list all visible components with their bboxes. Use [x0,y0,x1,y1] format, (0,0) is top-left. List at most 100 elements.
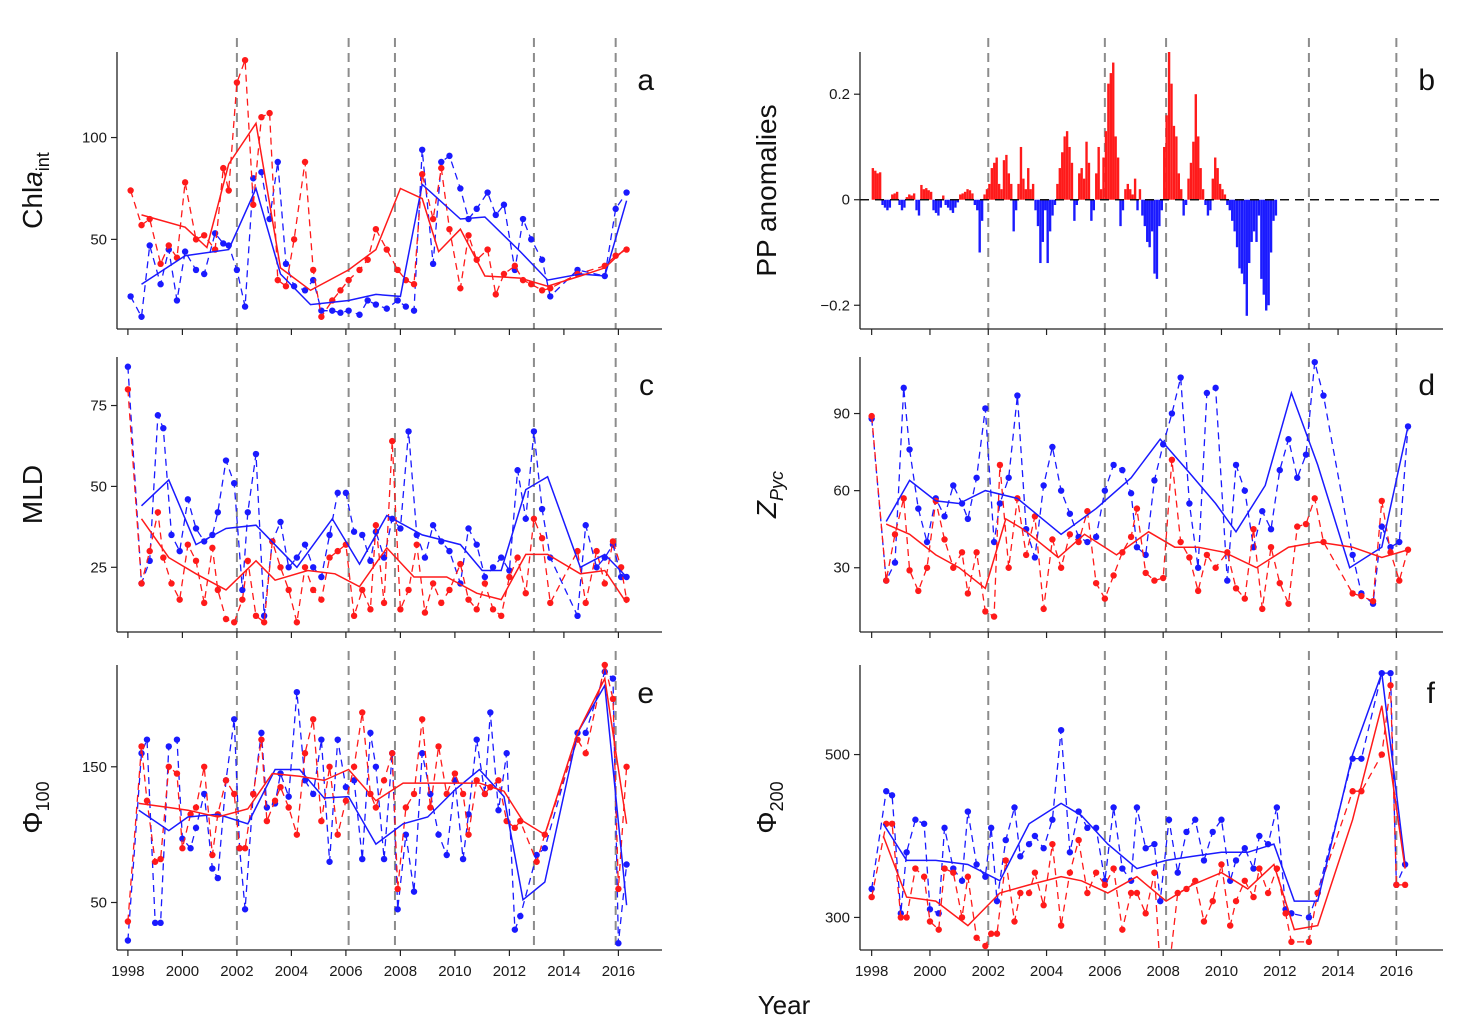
point-f-0-56 [1358,755,1365,762]
point-c-0-53 [574,612,581,620]
bar-b-39 [966,189,969,200]
point-c-1-47 [506,573,513,581]
point-a-1-43 [511,262,519,270]
point-f-0-46 [1241,845,1248,852]
bar-b-147 [1228,199,1231,211]
point-d-0-8 [941,513,948,520]
x-tick-label-e-1: 2000 [166,963,199,980]
bar-b-116 [1153,199,1156,274]
point-d-1-2 [891,531,899,538]
x-tick-label-e-6: 2010 [438,963,471,980]
point-e-0-3 [151,919,159,927]
bar-b-40 [968,190,972,200]
point-d-0-22 [1057,487,1065,494]
y-axis-label-c: MLD [17,465,48,524]
bar-b-134 [1197,136,1200,200]
point-a-1-15 [258,113,265,121]
bar-b-23 [927,190,930,200]
bar-b-41 [971,193,974,200]
bar-b-12 [900,199,904,211]
x-tick-label-e-0: 1998 [111,963,144,980]
point-f-1-15 [987,930,995,937]
point-a-0-47 [547,293,554,300]
point-a-1-32 [410,280,418,288]
point-e-0-18 [258,729,265,737]
point-a-0-44 [519,215,527,223]
point-c-1-40 [446,586,453,594]
point-c-0-16 [252,450,260,458]
bar-b-160 [1260,199,1263,279]
bar-b-98 [1109,73,1113,200]
bar-b-76 [1056,183,1059,200]
point-d-1-46 [1267,543,1275,551]
bar-b-152 [1240,199,1244,274]
point-e-0-26 [318,736,325,743]
point-d-0-5 [915,505,922,512]
point-c-1-20 [285,586,292,594]
bar-b-38 [963,191,967,200]
point-c-1-57 [609,538,617,545]
point-e-1-26 [318,817,325,825]
point-a-0-19 [290,283,298,290]
point-e-0-59 [615,940,622,947]
bar-b-156 [1250,199,1253,242]
point-d-1-14 [990,613,998,620]
point-d-1-55 [1369,597,1377,605]
point-c-1-19 [277,564,284,571]
y-axis-label-f: Φ200 [751,781,787,833]
bar-b-84 [1075,199,1079,206]
bar-b-24 [929,191,933,200]
y-axis-label-d: ZPyc [751,471,787,519]
bar-b-57 [1010,183,1013,200]
point-d-0-32 [1142,551,1149,559]
x-tick-label-e-9: 2016 [602,963,635,980]
point-d-0-46 [1267,525,1275,533]
point-e-0-23 [293,688,301,696]
point-c-0-14 [239,586,246,594]
point-c-0-52 [547,554,554,561]
bar-b-143 [1218,183,1222,200]
bar-b-88 [1085,141,1088,200]
point-c-0-32 [380,554,388,561]
point-f-1-6 [920,873,928,880]
point-c-0-0 [124,363,132,370]
point-e-1-16 [241,845,249,852]
point-d-0-28 [1110,461,1117,469]
point-c-1-14 [239,596,246,603]
point-c-1-54 [582,599,589,607]
point-d-1-59 [1404,546,1412,553]
bar-b-28 [939,199,943,208]
point-e-0-33 [372,763,380,770]
bar-b-157 [1252,199,1256,232]
point-c-0-42 [465,525,472,532]
point-d-1-16 [1005,564,1012,571]
point-a-0-8 [201,270,208,278]
point-c-0-15 [244,509,251,516]
point-c-1-51 [538,534,546,542]
point-e-1-59 [615,885,622,893]
bar-b-50 [993,162,996,200]
bar-b-33 [951,199,955,213]
point-c-0-7 [184,496,192,503]
point-c-1-48 [514,554,521,561]
point-d-0-43 [1241,487,1248,494]
bar-b-161 [1262,199,1265,295]
point-f-1-52 [1288,938,1295,946]
bar-b-105 [1126,183,1130,200]
point-f-1-58 [1387,682,1394,689]
bar-b-61 [1019,146,1023,200]
point-a-1-38 [465,232,472,239]
point-f-1-47 [1250,893,1257,901]
point-c-1-43 [473,606,480,613]
point-f-0-50 [1273,804,1281,811]
point-e-0-51 [511,926,519,933]
panel-letter-b: b [1418,64,1435,97]
point-d-1-20 [1040,605,1047,613]
point-f-1-3 [897,914,905,921]
point-e-1-47 [481,790,489,798]
point-a-1-28 [372,225,380,233]
point-c-0-49 [522,515,529,522]
point-e-1-29 [342,797,350,804]
point-a-0-45 [528,236,535,243]
point-a-0-25 [345,307,352,314]
